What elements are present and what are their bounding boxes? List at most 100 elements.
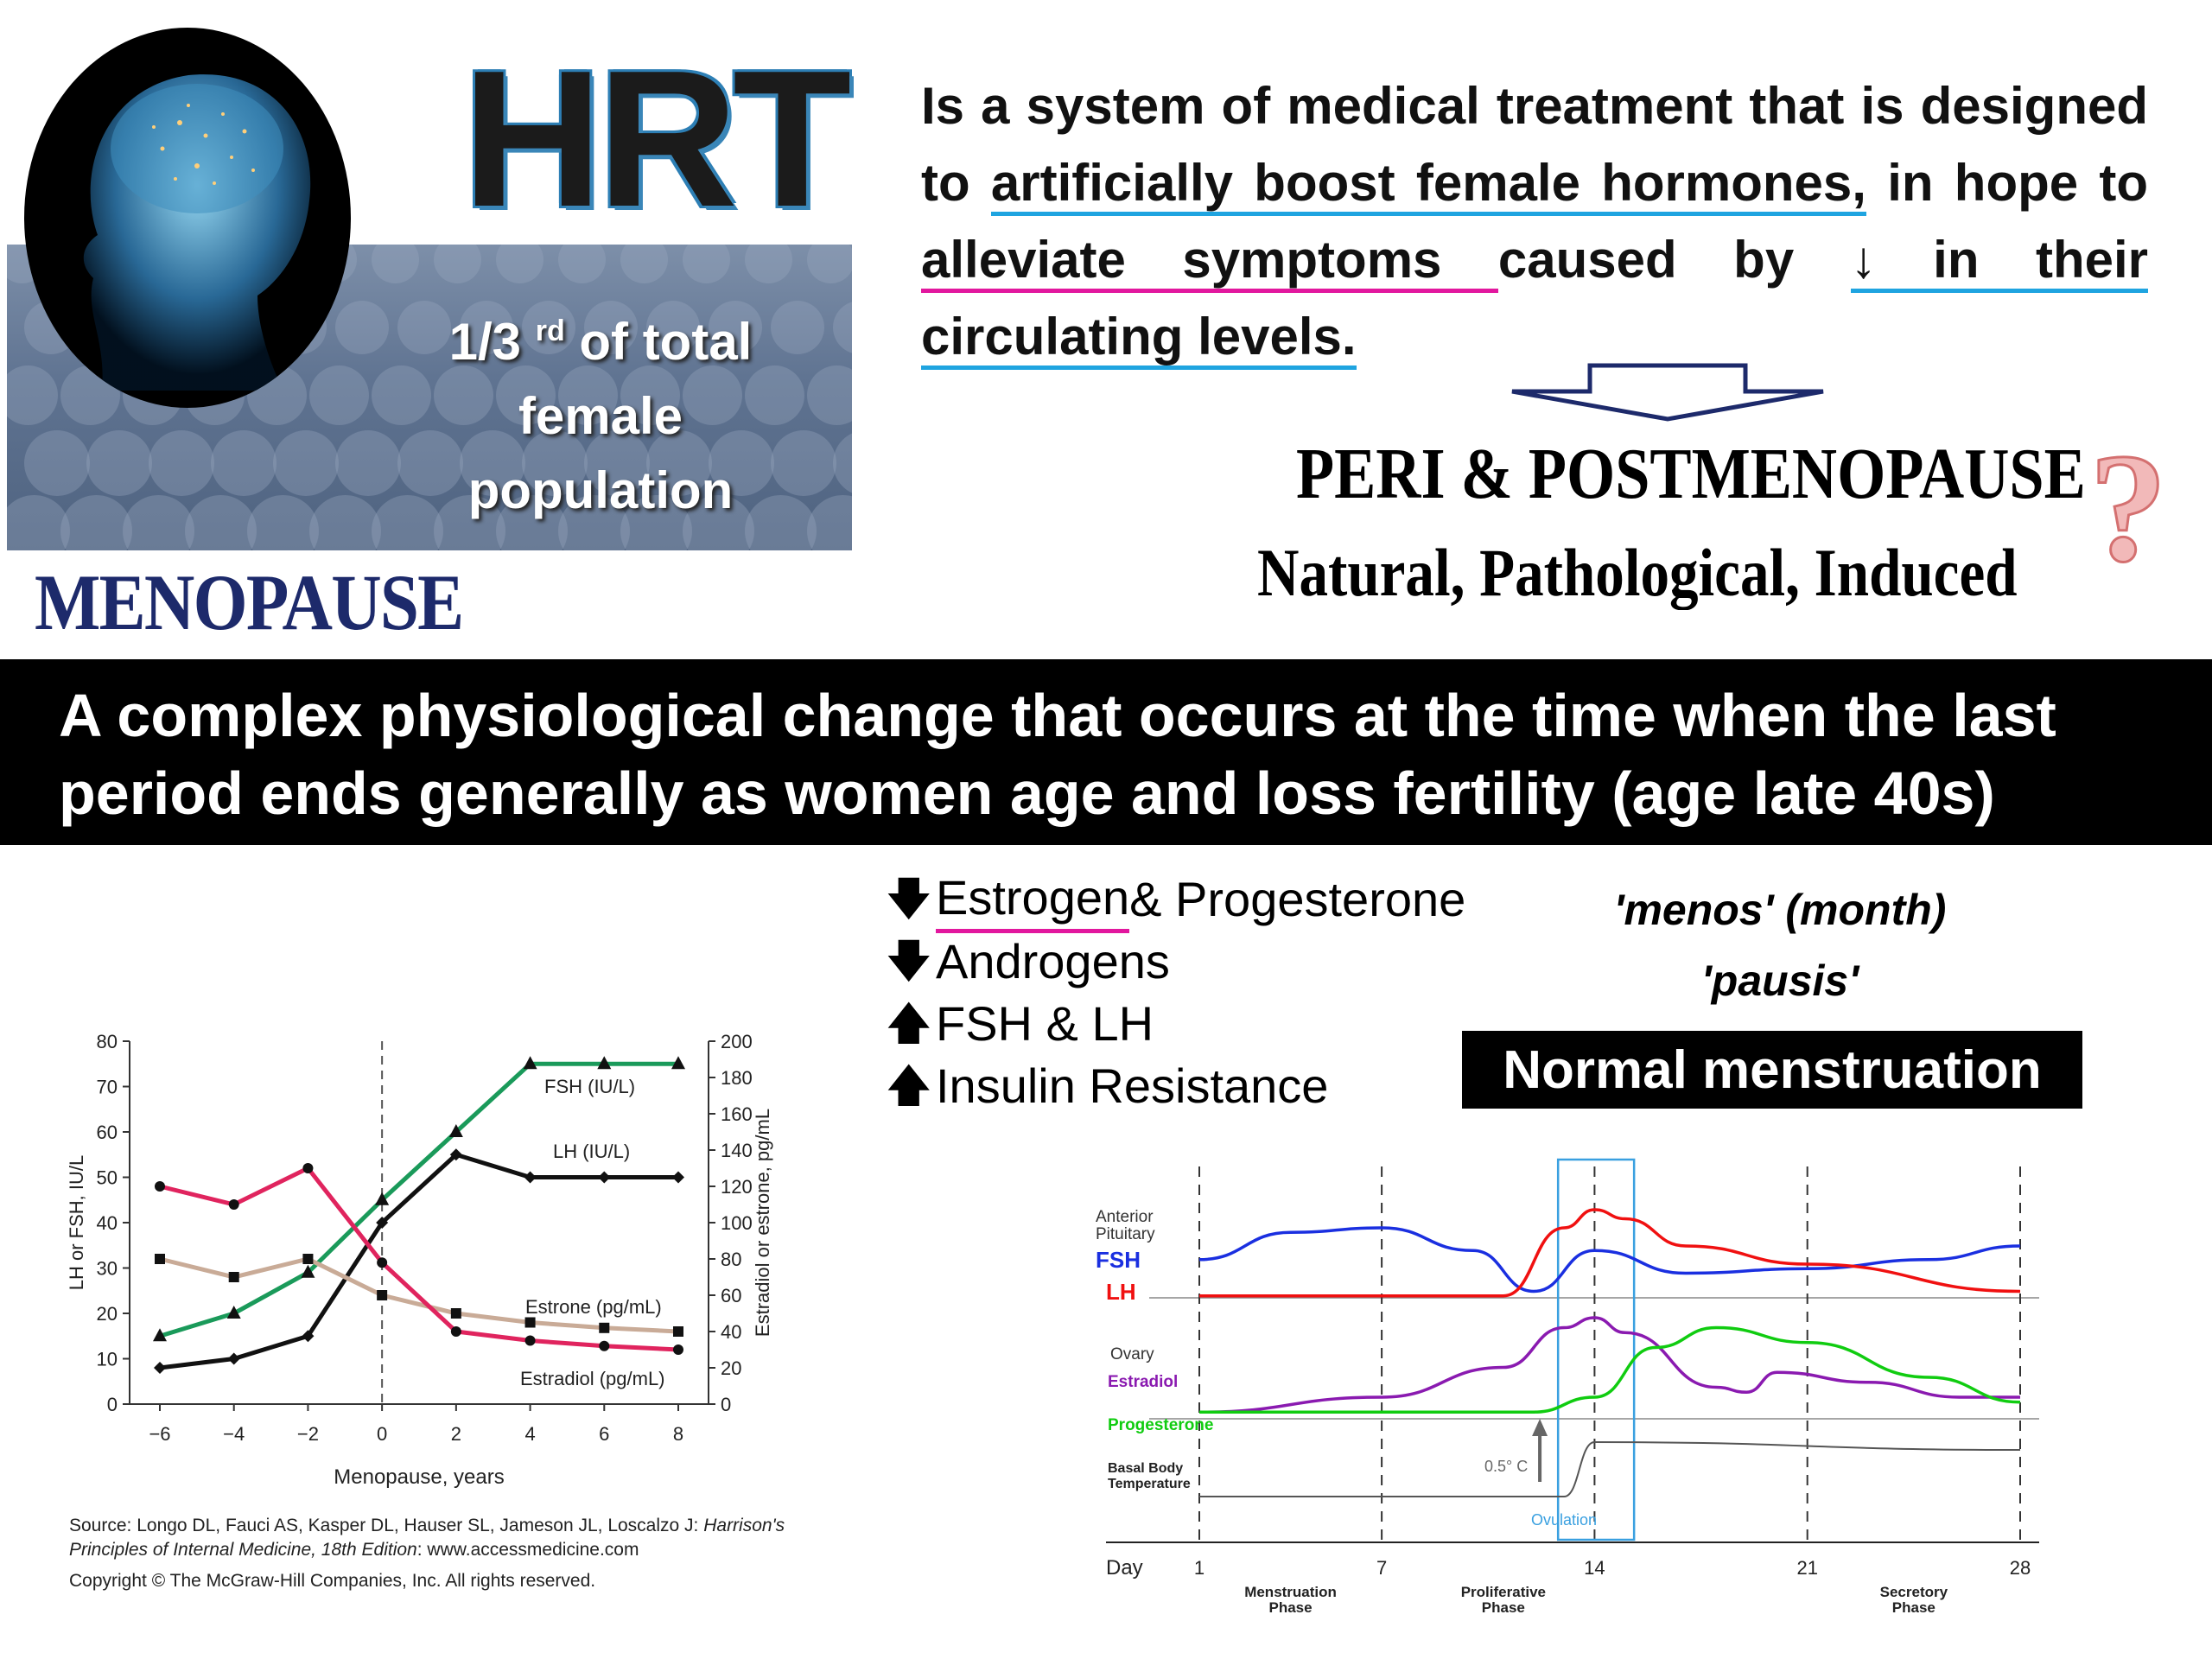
definition-text-3: caused by xyxy=(1497,231,1851,289)
phase-label: Phase xyxy=(1269,1599,1313,1616)
crowd-figure xyxy=(558,365,618,425)
crowd-figure xyxy=(460,301,513,354)
crowd-figure xyxy=(522,301,575,354)
x-tick-label: 2 xyxy=(451,1423,461,1445)
crowd-figure xyxy=(771,430,836,496)
fraction-text: 1/3 xyxy=(448,313,522,371)
lh-label: LH xyxy=(1106,1279,1136,1305)
crowd-figure xyxy=(584,301,638,354)
definition-underlined-4: circulating levels. xyxy=(921,308,1357,370)
cycle-line-fsh xyxy=(1198,1226,2021,1294)
series-label: FSH (IU/L) xyxy=(544,1076,635,1097)
population-caption: 1/3 rd of total female population xyxy=(423,294,778,528)
data-point xyxy=(450,1326,461,1337)
source-url: : www.accessmedicine.com xyxy=(416,1540,639,1560)
crowd-figure xyxy=(372,365,431,425)
crowd-figure xyxy=(149,430,214,496)
y-tick-label: 30 xyxy=(97,1258,118,1280)
y2-tick-label: 60 xyxy=(721,1285,741,1306)
fsh-label: FSH xyxy=(1096,1247,1141,1273)
x-tick-label: −4 xyxy=(223,1423,245,1445)
data-point xyxy=(448,1124,463,1137)
crowd-figure xyxy=(434,365,493,425)
cycle-line-progesterone xyxy=(1199,1325,2021,1414)
y-tick-label: 70 xyxy=(97,1077,118,1098)
down-arrow-icon: 🡇 xyxy=(886,937,932,987)
data-point xyxy=(302,1254,314,1264)
chart-axes xyxy=(123,1040,715,1411)
data-point xyxy=(375,1192,390,1205)
data-point xyxy=(301,1264,315,1278)
y-tick-label: 20 xyxy=(97,1303,118,1325)
y2-tick-label: 80 xyxy=(721,1249,741,1270)
data-point xyxy=(153,1328,167,1342)
y-tick-label: 80 xyxy=(97,1031,118,1052)
crowd-figure xyxy=(123,495,194,550)
crowd-figure xyxy=(745,365,804,425)
day-tick-label: 21 xyxy=(1796,1557,1817,1579)
menopause-types: Natural, Pathological, Induced xyxy=(1257,535,2018,610)
hormone-row: 🡇 Estrogen & Progesterone xyxy=(886,868,1465,933)
down-arrow-icon: 🡇 xyxy=(886,874,932,925)
crowd-figure xyxy=(620,365,680,425)
phase-label: Proliferative xyxy=(1461,1584,1546,1600)
crowd-figure xyxy=(584,430,650,496)
x-tick-label: 6 xyxy=(599,1423,609,1445)
up-arrow-icon: 🡅 xyxy=(886,1061,932,1111)
progesterone-label: Progesterone xyxy=(1108,1416,1213,1434)
x-tick-label: 8 xyxy=(673,1423,683,1445)
data-point xyxy=(228,1199,239,1210)
phase-label: Menstruation xyxy=(1244,1584,1337,1600)
hormone-changes-list: 🡇 Estrogen & Progesterone 🡇 Androgens 🡅 … xyxy=(886,868,1465,1117)
data-point xyxy=(228,1272,239,1282)
definition-underlined-3: ↓ in their xyxy=(1850,231,2149,293)
crowd-figure xyxy=(683,495,754,550)
caption-line2: female xyxy=(518,387,683,445)
crowd-figure xyxy=(807,245,852,283)
crowd-figure xyxy=(397,301,451,354)
data-point xyxy=(599,1340,610,1351)
crowd-figure xyxy=(709,301,762,354)
x-tick-label: 0 xyxy=(377,1423,387,1445)
data-point xyxy=(154,1362,166,1374)
crowd-figure xyxy=(522,430,588,496)
crowd-figure xyxy=(86,430,152,496)
crowd-figure xyxy=(807,365,852,425)
day-tick-label: 7 xyxy=(1376,1557,1387,1579)
series-label: LH (IU/L) xyxy=(553,1141,630,1162)
hrt-definition: Is a system of medical treatment that is… xyxy=(921,67,2149,375)
crowd-figure xyxy=(434,245,481,283)
bbt-label: Temperature xyxy=(1108,1477,1191,1491)
crowd-figure xyxy=(745,245,792,283)
crowd-figure xyxy=(558,495,630,550)
crowd-figure xyxy=(496,245,543,283)
y2-tick-label: 140 xyxy=(721,1140,753,1161)
etymology-menos: 'menos' (month) xyxy=(1613,886,1947,934)
crowd-figure xyxy=(620,495,692,550)
x-tick-label: 4 xyxy=(524,1423,535,1445)
estradiol-label: Estradiol xyxy=(1108,1373,1178,1391)
ovulation-label: Ovulation xyxy=(1531,1511,1597,1529)
data-point xyxy=(226,1306,241,1319)
hormone-label: FSH & LH xyxy=(936,996,1154,1051)
hormone-row: 🡇 Androgens xyxy=(886,931,1465,993)
crowd-figure xyxy=(185,495,257,550)
peri-postmenopause-title: PERI & POSTMENOPAUSE xyxy=(1296,434,2086,514)
series-line-estradiol xyxy=(159,1165,679,1352)
data-point xyxy=(302,1163,314,1173)
crowd-figure xyxy=(807,495,852,550)
crowd-figure xyxy=(683,245,730,283)
data-point xyxy=(524,1171,537,1184)
crowd-figure xyxy=(745,495,817,550)
pituitary-label: Anterior xyxy=(1096,1208,1154,1226)
crowd-figure xyxy=(646,430,712,496)
ovulation-window xyxy=(1556,1158,1636,1541)
day-tick-label: 28 xyxy=(2010,1557,2031,1579)
cycle-line-estradiol xyxy=(1198,1316,2020,1414)
series-line-estrone xyxy=(159,1256,679,1334)
source-book-cont: Principles of Internal Medicine, 18th Ed… xyxy=(69,1540,417,1560)
crowd-figure xyxy=(833,430,852,496)
y-tick-label: 0 xyxy=(107,1394,118,1415)
y2-tick-label: 160 xyxy=(721,1103,753,1125)
